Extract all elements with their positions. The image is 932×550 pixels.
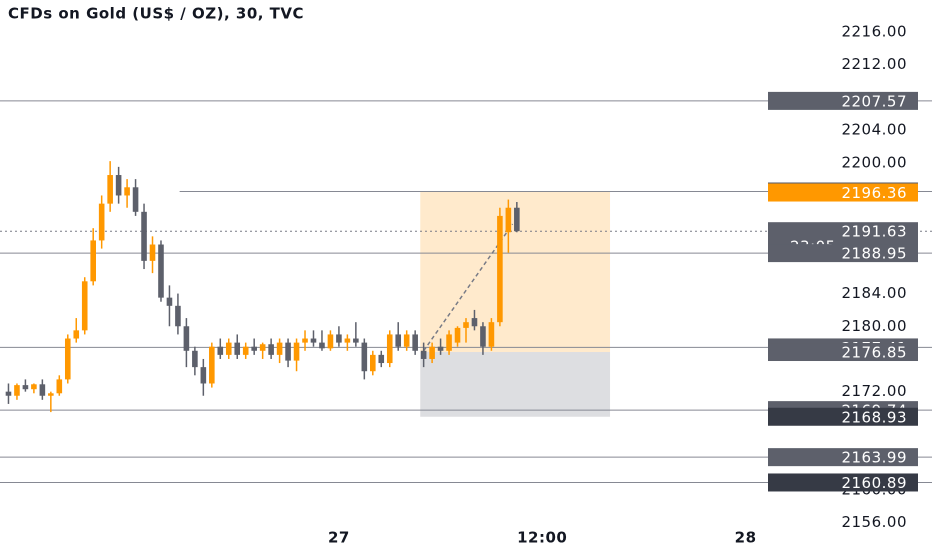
candle-body	[90, 240, 96, 282]
candle-body	[73, 330, 80, 339]
candle-body	[471, 318, 478, 327]
price-label: 2196.36	[841, 184, 907, 202]
candle-body	[446, 334, 452, 351]
y-tick-label: 2200.00	[841, 153, 907, 171]
candle-body	[327, 334, 334, 349]
price-label-box	[768, 473, 918, 492]
candle-body	[81, 281, 88, 331]
candle-body	[302, 338, 308, 343]
candle-body	[276, 342, 283, 355]
candle-body	[319, 342, 325, 349]
candle-body	[14, 385, 20, 396]
x-tick-label: 28	[735, 529, 757, 547]
price-label-box	[768, 343, 918, 362]
candle-body	[293, 342, 300, 361]
y-tick-label: 2212.00	[841, 55, 907, 73]
x-tick-label: 12:00	[517, 529, 567, 547]
price-label: 2168.93	[841, 408, 907, 426]
candle-body	[175, 305, 181, 327]
candle-body	[115, 175, 122, 196]
candle-body	[344, 338, 351, 343]
candle-body	[124, 187, 130, 196]
candle-body	[209, 346, 215, 384]
candle-body	[166, 297, 173, 306]
x-tick-label: 27	[328, 529, 350, 547]
candle-body	[39, 384, 46, 396]
candle-body	[353, 338, 359, 343]
price-label-box	[768, 183, 918, 202]
price-label-box	[768, 91, 918, 110]
price-label: 2160.89	[841, 474, 907, 492]
candle-body	[183, 326, 190, 351]
candle-body	[192, 350, 198, 368]
candle-body	[370, 354, 376, 372]
price-label-box	[768, 407, 918, 426]
candle-body	[395, 334, 402, 347]
candle-body	[480, 326, 486, 347]
price-label: 2207.57	[841, 92, 907, 110]
candle-body	[285, 342, 291, 361]
candle-body	[268, 344, 274, 355]
candle-body	[251, 346, 257, 351]
candle-body	[437, 346, 444, 351]
candle-body	[429, 346, 435, 359]
y-tick-label: 2184.00	[841, 284, 907, 302]
candle-body	[259, 344, 266, 351]
candle-body	[149, 244, 156, 261]
candle-body	[488, 322, 495, 347]
candle-body	[132, 187, 139, 212]
candle-body	[64, 338, 71, 380]
candle-body	[217, 346, 224, 355]
candle-body	[22, 385, 29, 390]
candle-body	[158, 244, 164, 298]
candle-body	[497, 215, 503, 323]
candle-body	[378, 354, 385, 364]
candle-body	[336, 334, 342, 343]
price-label: 2163.99	[841, 449, 907, 467]
candle-body	[98, 203, 105, 241]
candle-body	[141, 211, 147, 261]
candle-body	[56, 379, 63, 394]
stop-zone	[420, 352, 611, 417]
y-tick-label: 2216.00	[841, 22, 907, 40]
candle-body	[386, 334, 393, 364]
price-label: 2188.95	[841, 245, 907, 263]
candle-body	[463, 322, 469, 328]
y-tick-label: 2204.00	[841, 121, 907, 139]
price-label-box	[768, 448, 918, 467]
candle-body	[454, 327, 461, 343]
price-label: 2176.85	[841, 344, 907, 362]
chart-title: CFDs on Gold (US$ / OZ), 30, TVC	[8, 5, 304, 23]
candle-body	[107, 175, 113, 204]
candle-body	[403, 334, 410, 347]
candle-body	[242, 346, 249, 355]
candle-body	[310, 338, 317, 343]
candle-body	[361, 342, 368, 372]
candle-body	[225, 342, 232, 355]
price-label: 2191.63	[841, 223, 907, 241]
candle-body	[234, 342, 241, 355]
y-tick-label: 2156.00	[841, 513, 907, 531]
candle-body	[514, 207, 520, 232]
candle-body	[48, 393, 54, 396]
candle-body	[31, 384, 37, 390]
candle-body	[505, 207, 512, 233]
y-tick-label: 2172.00	[841, 382, 907, 400]
y-tick-label: 2180.00	[841, 317, 907, 335]
price-label-box	[768, 244, 918, 263]
candle-body	[200, 367, 207, 384]
candle-body	[412, 334, 418, 351]
candle-body	[420, 350, 427, 359]
candle-body	[5, 391, 12, 396]
